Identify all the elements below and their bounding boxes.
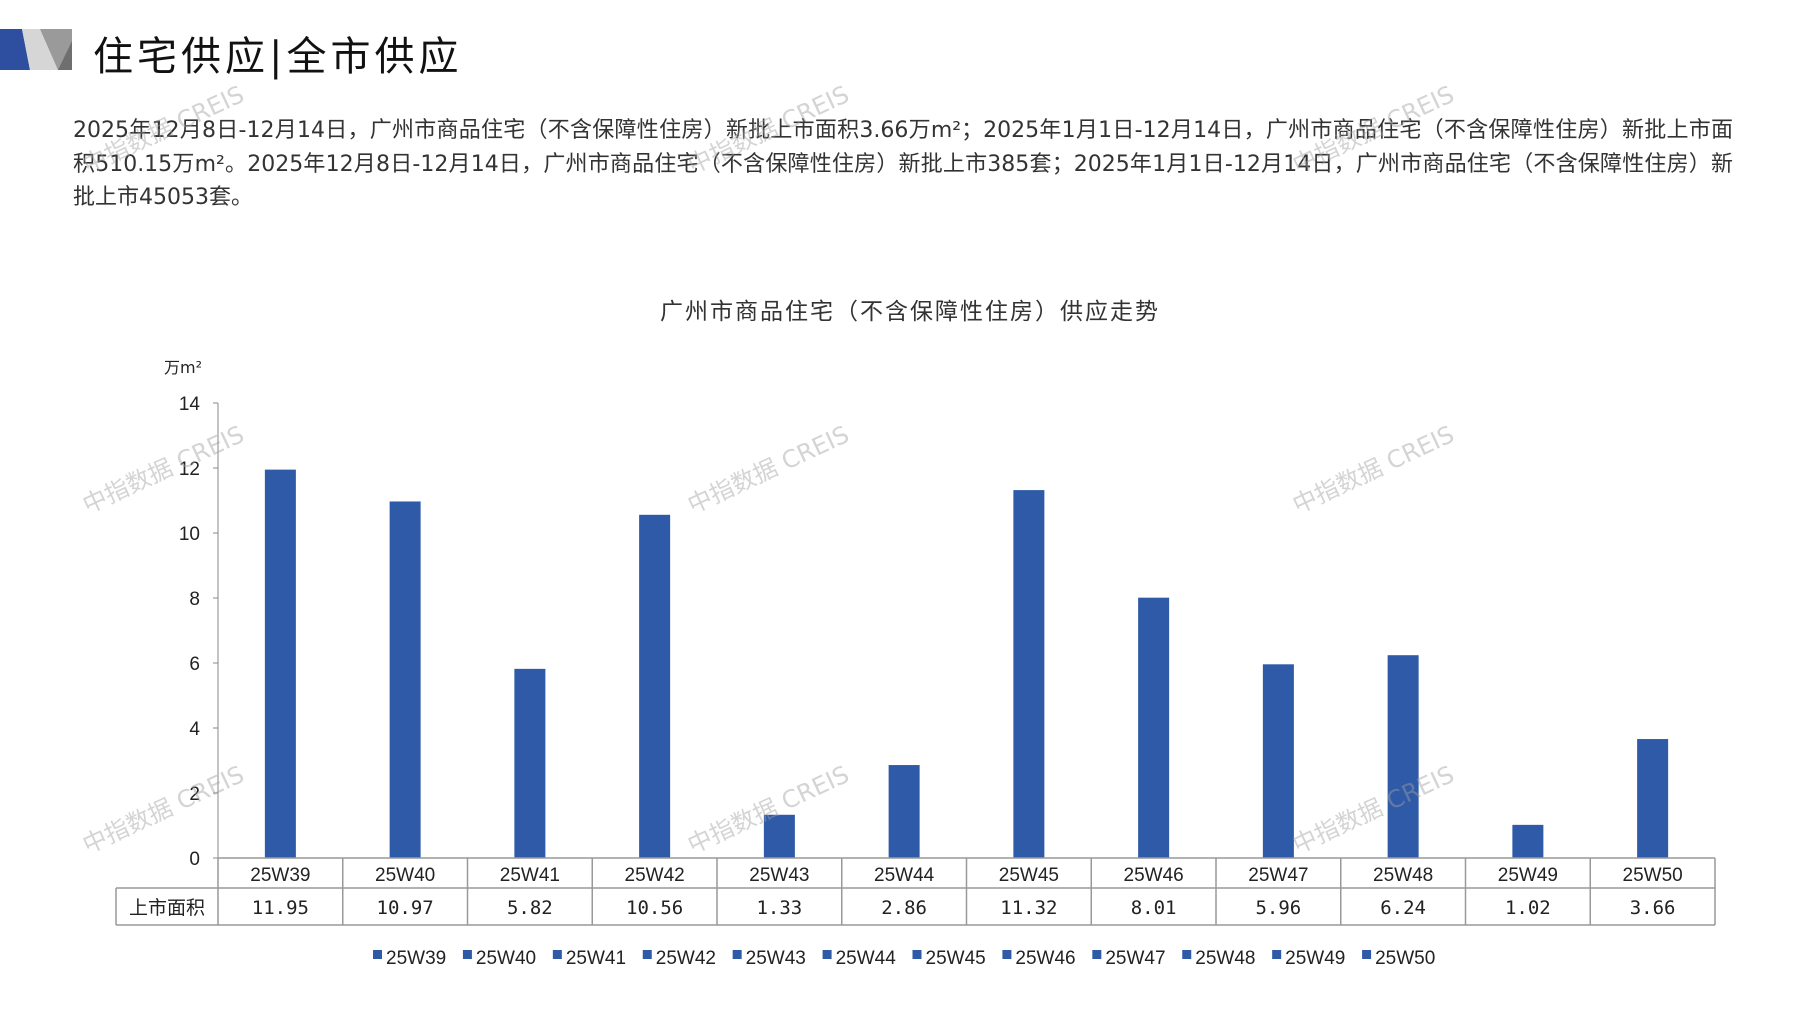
x-tick-label: 25W40 xyxy=(375,865,435,886)
legend-swatch xyxy=(822,950,832,959)
legend-swatch xyxy=(1092,950,1102,959)
y-tick-label: 6 xyxy=(189,654,200,675)
data-label: 11.32 xyxy=(1000,897,1057,919)
x-tick-label: 25W47 xyxy=(1248,865,1308,886)
x-tick-label: 25W46 xyxy=(1124,865,1184,886)
bar-25W40 xyxy=(389,501,421,858)
brand-logo xyxy=(0,29,72,70)
legend-item: 25W42 xyxy=(656,948,716,969)
data-label: 1.33 xyxy=(756,897,802,919)
x-tick-label: 25W48 xyxy=(1373,865,1433,886)
data-label: 5.96 xyxy=(1255,897,1301,919)
legend-swatch xyxy=(462,950,472,959)
legend-swatch xyxy=(732,950,742,959)
x-tick-label: 25W43 xyxy=(749,865,809,886)
data-label: 10.56 xyxy=(626,897,683,919)
x-tick-label: 25W45 xyxy=(999,865,1059,886)
legend-item: 25W44 xyxy=(836,948,897,969)
data-label: 3.66 xyxy=(1630,897,1676,919)
x-tick-label: 25W39 xyxy=(250,865,310,886)
data-label: 2.86 xyxy=(881,897,927,919)
legend-swatch xyxy=(552,950,562,959)
legend-swatch xyxy=(1182,950,1192,959)
x-tick-label: 25W50 xyxy=(1623,865,1683,886)
legend-item: 25W41 xyxy=(566,948,626,969)
y-tick-label: 14 xyxy=(179,394,201,415)
x-tick-label: 25W41 xyxy=(500,865,560,886)
x-tick-label: 25W49 xyxy=(1498,865,1558,886)
y-axis-unit: 万m² xyxy=(164,358,203,377)
bar-25W44 xyxy=(888,765,920,858)
legend-item: 25W39 xyxy=(386,948,446,969)
bar-25W46 xyxy=(1138,597,1170,858)
chart-title: 广州市商品住宅（不含保障性住房）供应走势 xyxy=(660,299,1160,325)
legend-swatch xyxy=(1362,950,1372,959)
bar-25W49 xyxy=(1512,824,1544,858)
legend-item: 25W47 xyxy=(1105,948,1165,969)
bar-25W42 xyxy=(639,514,671,858)
legend-item: 25W50 xyxy=(1375,948,1435,969)
legend-item: 25W43 xyxy=(746,948,806,969)
legend-swatch xyxy=(642,950,652,959)
y-tick-label: 2 xyxy=(189,784,200,805)
legend-item: 25W48 xyxy=(1195,948,1255,969)
data-label: 1.02 xyxy=(1505,897,1551,919)
table-row-label: 上市面积 xyxy=(129,897,205,919)
legend-item: 25W46 xyxy=(1015,948,1075,969)
data-label: 8.01 xyxy=(1131,897,1177,919)
data-label: 11.95 xyxy=(252,897,309,919)
legend-item: 25W49 xyxy=(1285,948,1345,969)
y-tick-label: 10 xyxy=(179,524,200,545)
y-tick-label: 8 xyxy=(189,589,200,610)
legend-item: 25W45 xyxy=(926,948,986,969)
legend-swatch xyxy=(1272,950,1282,959)
legend-swatch xyxy=(1002,950,1012,959)
y-tick-label: 0 xyxy=(189,849,200,870)
x-tick-label: 25W42 xyxy=(625,865,685,886)
bar-25W45 xyxy=(1013,490,1045,858)
bar-25W41 xyxy=(514,668,546,858)
x-tick-label: 25W44 xyxy=(874,865,935,886)
legend-item: 25W40 xyxy=(476,948,536,969)
legend-swatch xyxy=(912,950,922,959)
data-label: 5.82 xyxy=(507,897,553,919)
y-tick-label: 4 xyxy=(189,719,200,740)
bar-25W48 xyxy=(1387,655,1419,858)
bar-25W39 xyxy=(264,469,296,858)
bar-25W50 xyxy=(1637,739,1669,858)
bar-25W47 xyxy=(1262,664,1294,858)
legend-swatch xyxy=(373,950,382,959)
page-title: 住宅供应|全市供应 xyxy=(93,34,463,80)
data-label: 10.97 xyxy=(377,897,434,919)
bar-25W43 xyxy=(763,814,795,858)
y-tick-label: 12 xyxy=(179,459,200,480)
data-label: 6.24 xyxy=(1380,897,1426,919)
summary-text: 2025年12月8日-12月14日，广州市商品住宅（不含保障性住房）新批上市面积… xyxy=(73,118,1733,210)
